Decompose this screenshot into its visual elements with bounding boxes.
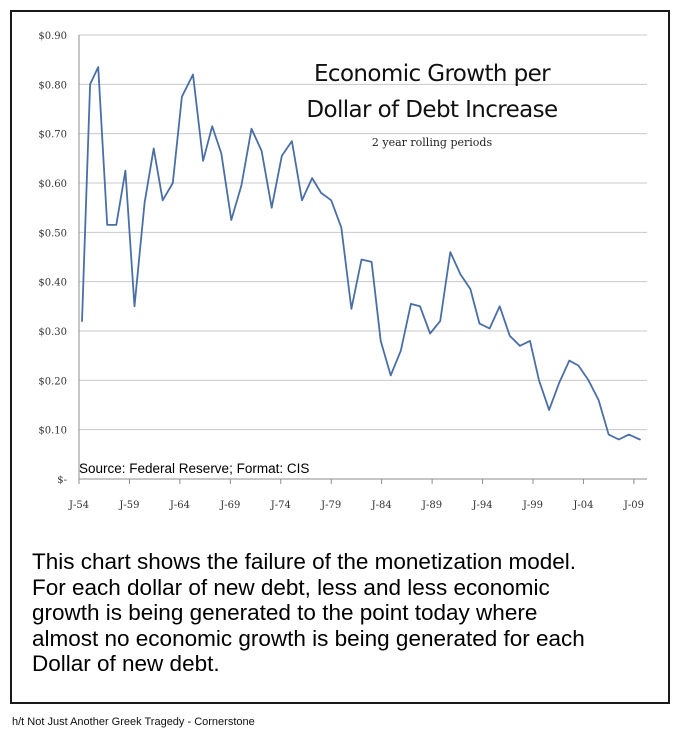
y-tick-label: $0.10 [38, 426, 67, 437]
x-tick-label: J-59 [118, 500, 139, 511]
x-tick-label: J-74 [270, 500, 291, 511]
x-tick-label: J-04 [572, 500, 593, 511]
caption-line: Dollar of new debt. [32, 651, 220, 676]
x-tick-label: J-79 [320, 500, 341, 511]
x-tick-label: J-54 [68, 500, 89, 511]
y-tick-label: $0.50 [38, 228, 67, 239]
source-note: Source: Federal Reserve; Format: CIS [79, 461, 309, 476]
caption-line: growth is being generated to the point t… [32, 600, 538, 625]
line-chart: $0.90 $0.80 $0.70 $0.60 $0.50 $0.40 $0.30 $0.20… [38, 31, 647, 511]
series [81, 66, 641, 441]
gridlines [79, 34, 647, 431]
x-tick-label: J-99 [522, 500, 543, 511]
chart-subtitle: 2 year rolling periods [372, 136, 493, 149]
y-axis-ticks: $0.90 $0.80 $0.70 $0.60 $0.50 $0.40 $0.30 $0.20… [38, 31, 67, 486]
caption-line: For each dollar of new debt, less and le… [32, 574, 550, 600]
x-tick-label: J-64 [169, 500, 190, 511]
chart-title-line-1: Economic Growth per [314, 61, 551, 87]
x-tick-label: J-89 [421, 500, 442, 511]
caption: This chart shows the failure of the mone… [32, 549, 672, 677]
y-tick-label: $0.60 [38, 179, 67, 190]
x-tick-label: J-94 [471, 500, 492, 511]
x-tick-label: J-09 [623, 500, 644, 511]
caption-line: This chart shows the failure of the mone… [32, 549, 577, 574]
x-tick-label: J-84 [371, 500, 392, 511]
y-tick-label: $- [57, 475, 67, 486]
credit-line: h/t Not Just Another Greek Tragedy - Cor… [12, 716, 255, 728]
caption-line: almost no economic growth is being gener… [32, 625, 585, 651]
figure-frame: $0.90 $0.80 $0.70 $0.60 $0.50 $0.40 $0.30 $0.20… [10, 10, 670, 704]
y-tick-label: $0.80 [38, 80, 67, 91]
y-tick-label: $0.90 [38, 31, 67, 42]
y-tick-label: $0.20 [38, 376, 67, 387]
x-axis-ticks: J-54 J-59 J-64 J-69 J-74 J-79 J-84 J-89 J-94 J-99… [68, 479, 644, 511]
y-tick-label: $0.40 [38, 278, 67, 289]
series-line [81, 66, 641, 441]
y-tick-label: $0.70 [38, 130, 67, 141]
chart-title-line-2: Dollar of Debt Increase [306, 97, 557, 123]
y-tick-label: $0.30 [38, 327, 67, 338]
x-tick-label: J-69 [219, 500, 240, 511]
axes [78, 35, 647, 480]
